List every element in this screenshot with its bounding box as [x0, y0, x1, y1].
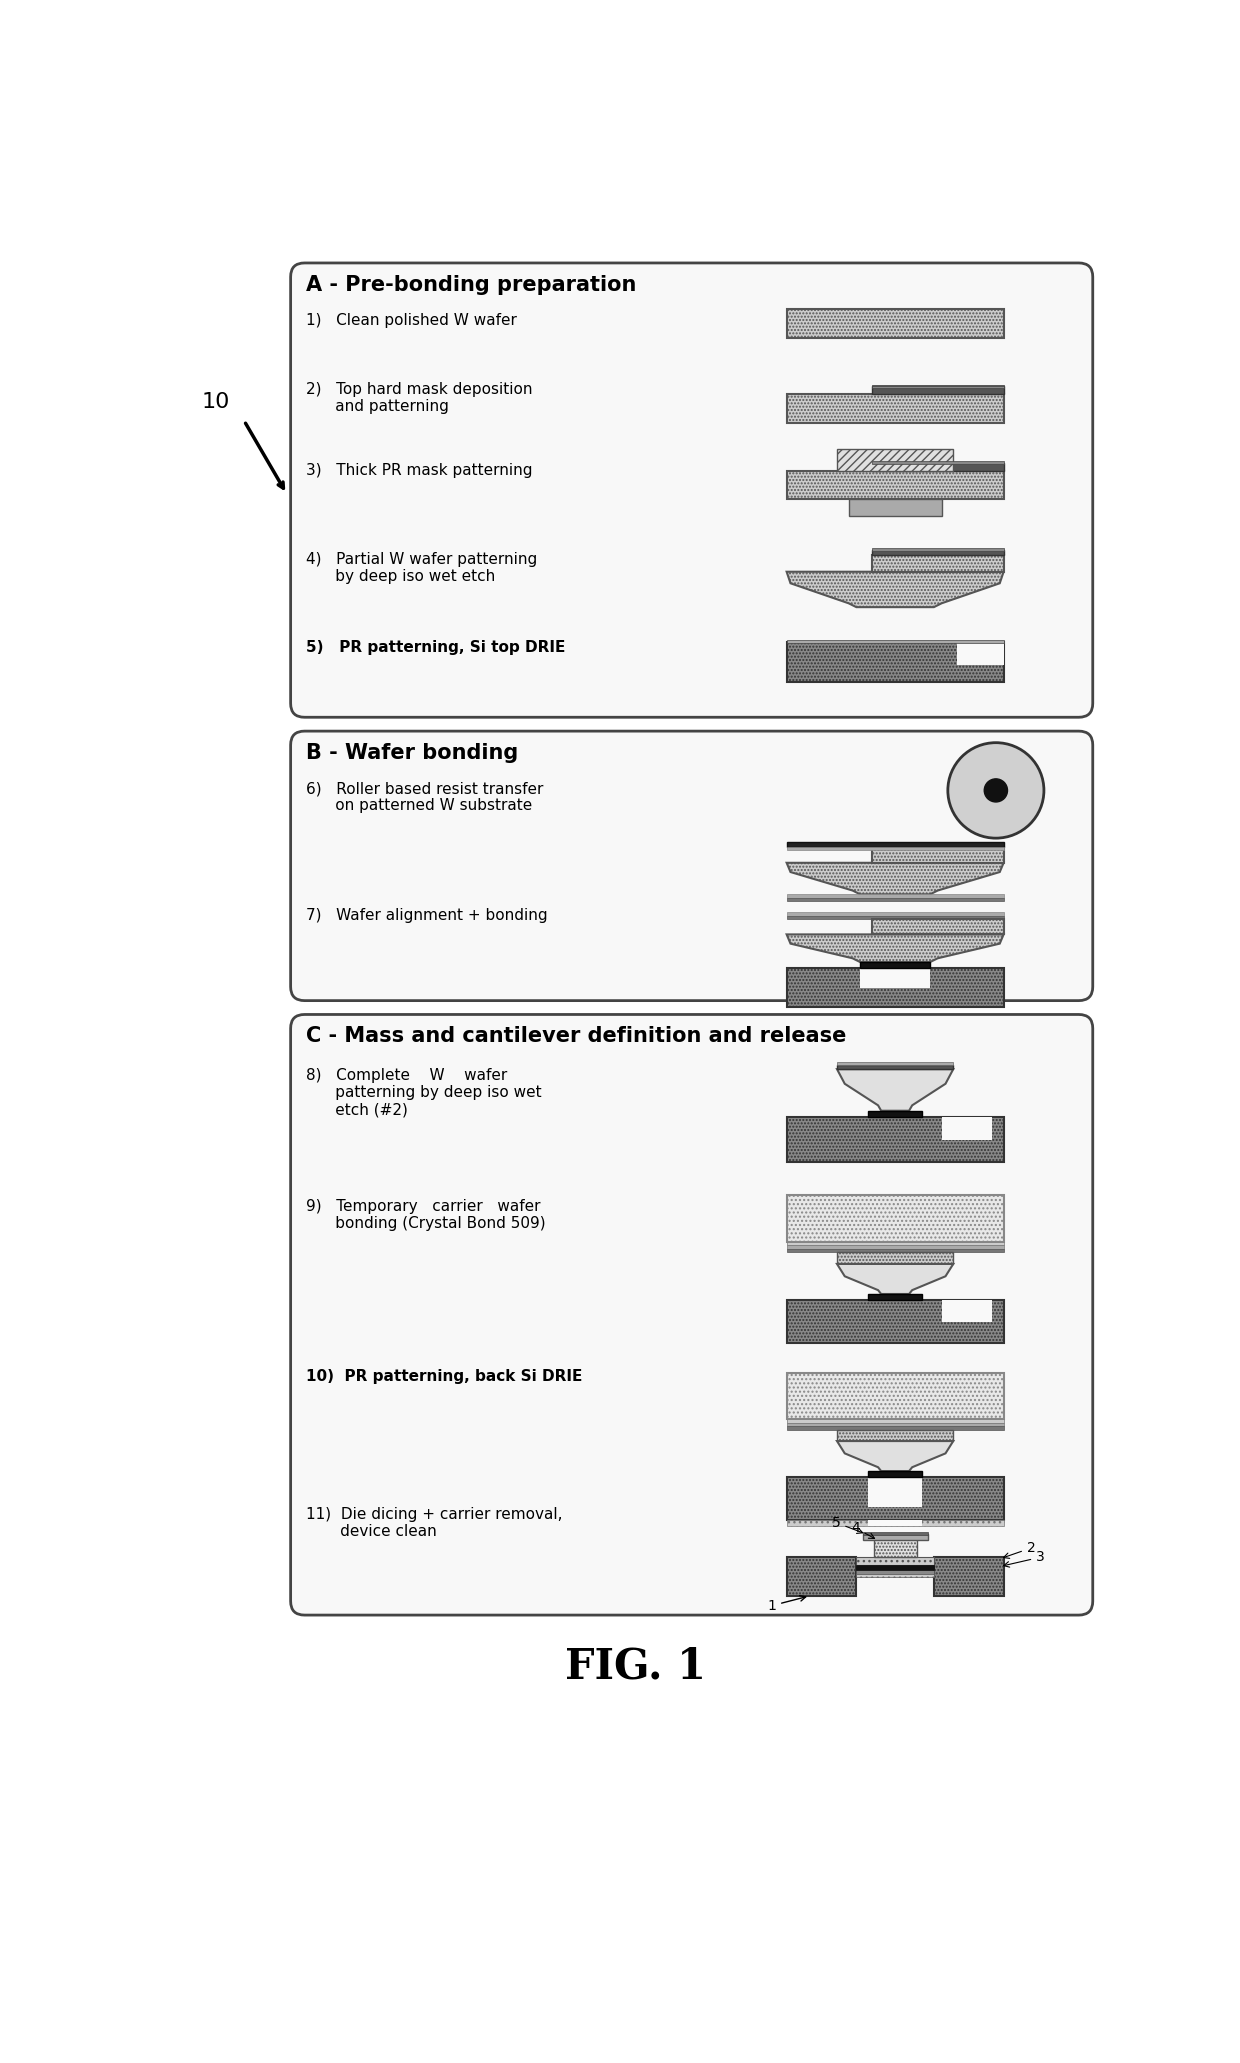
Bar	[786, 968, 1003, 1007]
Text: 10: 10	[201, 392, 229, 411]
Bar	[941, 1116, 992, 1141]
Text: 1: 1	[768, 1595, 806, 1613]
Bar	[786, 1242, 1003, 1246]
Bar	[786, 1372, 1003, 1419]
Text: 4)   Partial W wafer patterning: 4) Partial W wafer patterning	[306, 551, 537, 567]
Bar	[857, 1570, 934, 1574]
Text: 9)   Temporary   carrier   wafer: 9) Temporary carrier wafer	[306, 1199, 541, 1215]
Bar	[857, 1558, 934, 1566]
Bar	[786, 897, 1003, 902]
Polygon shape	[786, 862, 1003, 895]
Text: FIG. 1: FIG. 1	[565, 1646, 706, 1688]
Polygon shape	[786, 571, 1003, 607]
Bar	[941, 1300, 992, 1322]
Bar	[848, 499, 941, 516]
Bar	[874, 1539, 916, 1558]
Bar	[837, 1065, 954, 1069]
Bar	[872, 848, 1003, 862]
Ellipse shape	[985, 780, 1007, 803]
Text: 2)   Top hard mask deposition: 2) Top hard mask deposition	[306, 382, 533, 398]
Bar	[786, 1246, 1003, 1248]
Bar	[837, 1252, 954, 1265]
Bar	[868, 1520, 923, 1527]
Bar	[872, 460, 1003, 464]
Text: etch (#2): etch (#2)	[306, 1102, 408, 1118]
Text: device clean: device clean	[306, 1525, 436, 1539]
Text: on patterned W substrate: on patterned W substrate	[306, 798, 532, 813]
Bar	[786, 1477, 1003, 1520]
Text: and patterning: and patterning	[306, 400, 449, 415]
Bar	[786, 309, 1003, 338]
Bar	[786, 394, 1003, 423]
Bar	[872, 549, 1003, 551]
Bar	[857, 1574, 934, 1578]
Bar	[872, 918, 1003, 935]
Bar	[857, 1566, 934, 1570]
Polygon shape	[837, 1069, 954, 1110]
FancyBboxPatch shape	[290, 1015, 1092, 1615]
Bar	[863, 1535, 929, 1539]
Bar	[786, 1520, 1003, 1527]
Bar	[863, 1533, 929, 1535]
Bar	[786, 640, 1003, 642]
Text: C - Mass and cantilever definition and release: C - Mass and cantilever definition and r…	[306, 1025, 847, 1046]
Bar	[786, 1419, 1003, 1423]
Text: 3: 3	[1003, 1549, 1045, 1568]
Bar	[786, 470, 1003, 499]
Text: 10)  PR patterning, back Si DRIE: 10) PR patterning, back Si DRIE	[306, 1368, 583, 1384]
Text: 3)   Thick PR mask patterning: 3) Thick PR mask patterning	[306, 464, 533, 479]
Text: 5)   PR patterning, Si top DRIE: 5) PR patterning, Si top DRIE	[306, 640, 565, 656]
Text: 6)   Roller based resist transfer: 6) Roller based resist transfer	[306, 782, 543, 796]
FancyBboxPatch shape	[290, 262, 1092, 718]
Bar	[786, 916, 1003, 918]
Bar	[786, 1300, 1003, 1343]
Text: 4: 4	[851, 1520, 874, 1539]
Ellipse shape	[947, 743, 1044, 838]
Bar	[934, 1558, 1003, 1597]
Polygon shape	[786, 935, 1003, 961]
Bar	[786, 842, 1003, 848]
Bar	[786, 912, 1003, 916]
Bar	[872, 555, 1003, 571]
Bar	[786, 1248, 1003, 1252]
Bar	[837, 450, 954, 470]
Text: 8)   Complete    W    wafer: 8) Complete W wafer	[306, 1069, 507, 1083]
Bar	[868, 1471, 923, 1477]
Bar	[861, 961, 930, 968]
Text: patterning by deep iso wet: patterning by deep iso wet	[306, 1085, 542, 1100]
Polygon shape	[837, 1265, 954, 1294]
Text: 7)   Wafer alignment + bonding: 7) Wafer alignment + bonding	[306, 908, 548, 924]
Bar	[868, 1110, 923, 1116]
Bar	[957, 642, 1003, 664]
Bar	[786, 1423, 1003, 1426]
Bar	[837, 1062, 954, 1065]
Bar	[872, 551, 1003, 555]
Bar	[872, 384, 1003, 388]
Polygon shape	[837, 1442, 954, 1471]
Bar	[786, 1558, 857, 1597]
Bar	[786, 1194, 1003, 1242]
Bar	[837, 1430, 954, 1442]
Bar	[868, 1294, 923, 1300]
Text: 5: 5	[832, 1516, 863, 1533]
Bar	[786, 1116, 1003, 1161]
Text: 11)  Die dicing + carrier removal,: 11) Die dicing + carrier removal,	[306, 1508, 563, 1522]
Text: by deep iso wet etch: by deep iso wet etch	[306, 569, 495, 584]
Bar	[786, 642, 1003, 683]
Bar	[861, 968, 930, 988]
FancyBboxPatch shape	[290, 730, 1092, 1001]
Text: A - Pre-bonding preparation: A - Pre-bonding preparation	[306, 274, 636, 295]
Bar	[872, 386, 1003, 394]
Text: B - Wafer bonding: B - Wafer bonding	[306, 743, 518, 763]
Bar	[786, 895, 1003, 897]
Bar	[868, 1477, 923, 1506]
Bar	[872, 464, 1003, 470]
Text: bonding (Crystal Bond 509): bonding (Crystal Bond 509)	[306, 1217, 546, 1232]
Bar	[786, 848, 1003, 850]
Bar	[786, 1426, 1003, 1430]
Text: 2: 2	[1003, 1541, 1035, 1558]
Text: 1)   Clean polished W wafer: 1) Clean polished W wafer	[306, 314, 517, 328]
